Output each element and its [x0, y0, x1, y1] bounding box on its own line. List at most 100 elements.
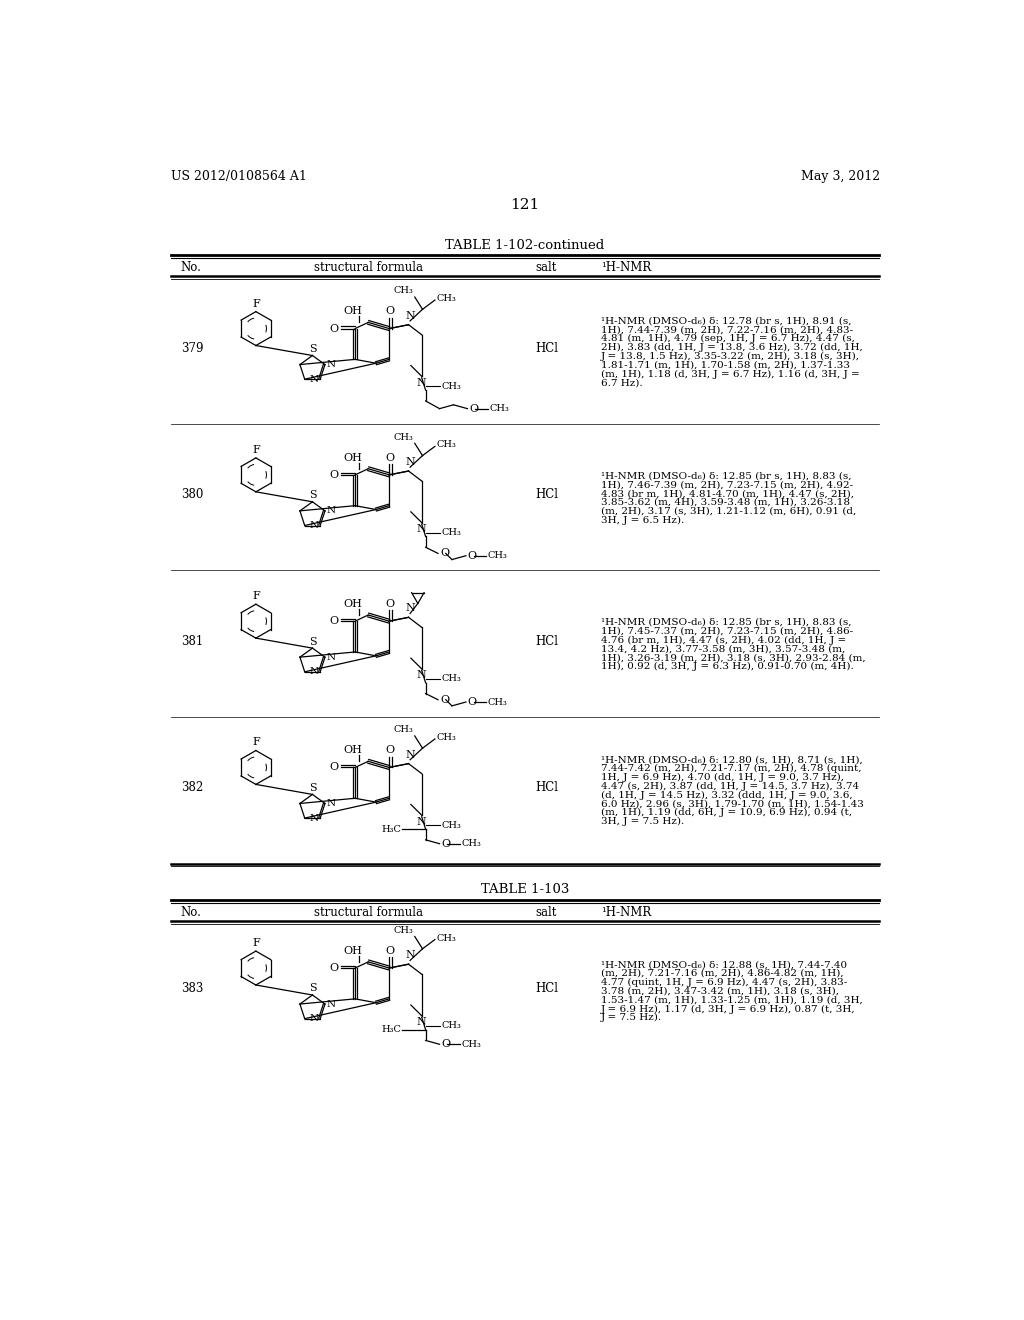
Text: 4.81 (m, 1H), 4.79 (sep, 1H, J = 6.7 Hz), 4.47 (s,: 4.81 (m, 1H), 4.79 (sep, 1H, J = 6.7 Hz)…	[601, 334, 855, 343]
Text: (m, 1H), 1.19 (dd, 6H, J = 10.9, 6.9 Hz), 0.94 (t,: (m, 1H), 1.19 (dd, 6H, J = 10.9, 6.9 Hz)…	[601, 808, 852, 817]
Text: 121: 121	[510, 198, 540, 213]
Text: O: O	[330, 323, 339, 334]
Text: O: O	[330, 470, 339, 480]
Text: (m, 1H), 1.18 (d, 3H, J = 6.7 Hz), 1.16 (d, 3H, J =: (m, 1H), 1.18 (d, 3H, J = 6.7 Hz), 1.16 …	[601, 370, 859, 379]
Text: CH₃: CH₃	[436, 733, 457, 742]
Text: ¹H-NMR (DMSO-d₆) δ: 12.78 (br s, 1H), 8.91 (s,: ¹H-NMR (DMSO-d₆) δ: 12.78 (br s, 1H), 8.…	[601, 317, 851, 325]
Text: OH: OH	[343, 599, 362, 609]
Text: H₃C: H₃C	[381, 1026, 400, 1034]
Text: 382: 382	[180, 781, 203, 795]
Text: S: S	[308, 983, 316, 994]
Text: 383: 383	[180, 982, 203, 994]
Text: 7.44-7.42 (m, 2H), 7.21-7.17 (m, 2H), 4.78 (quint,: 7.44-7.42 (m, 2H), 7.21-7.17 (m, 2H), 4.…	[601, 764, 861, 774]
Text: O: O	[330, 763, 339, 772]
Text: N: N	[417, 817, 427, 826]
Text: 4.47 (s, 2H), 3.87 (dd, 1H, J = 14.5, 3.7 Hz), 3.74: 4.47 (s, 2H), 3.87 (dd, 1H, J = 14.5, 3.…	[601, 781, 859, 791]
Text: O: O	[467, 697, 476, 708]
Text: 1H), 7.44-7.39 (m, 2H), 7.22-7.16 (m, 2H), 4.83-: 1H), 7.44-7.39 (m, 2H), 7.22-7.16 (m, 2H…	[601, 325, 853, 334]
Text: 3.85-3.62 (m, 4H), 3.59-3.48 (m, 1H), 3.26-3.18: 3.85-3.62 (m, 4H), 3.59-3.48 (m, 1H), 3.…	[601, 498, 850, 507]
Text: O: O	[442, 838, 451, 849]
Text: 3H, J = 6.5 Hz).: 3H, J = 6.5 Hz).	[601, 516, 684, 525]
Text: 4.76 (br m, 1H), 4.47 (s, 2H), 4.02 (dd, 1H, J =: 4.76 (br m, 1H), 4.47 (s, 2H), 4.02 (dd,…	[601, 635, 846, 644]
Text: CH₃: CH₃	[441, 675, 461, 684]
Text: (d, 1H, J = 14.5 Hz), 3.32 (ddd, 1H, J = 9.0, 3.6,: (d, 1H, J = 14.5 Hz), 3.32 (ddd, 1H, J =…	[601, 791, 852, 800]
Text: O: O	[467, 550, 476, 561]
Text: CH₃: CH₃	[436, 441, 457, 449]
Text: (m, 2H), 3.17 (s, 3H), 1.21-1.12 (m, 6H), 0.91 (d,: (m, 2H), 3.17 (s, 3H), 1.21-1.12 (m, 6H)…	[601, 507, 856, 516]
Text: CH₃: CH₃	[441, 381, 461, 391]
Text: N: N	[417, 1018, 427, 1027]
Text: N: N	[406, 950, 415, 961]
Text: ¹H-NMR (DMSO-d₆) δ: 12.80 (s, 1H), 8.71 (s, 1H),: ¹H-NMR (DMSO-d₆) δ: 12.80 (s, 1H), 8.71 …	[601, 755, 862, 764]
Text: ¹H-NMR: ¹H-NMR	[601, 261, 651, 273]
Text: N: N	[417, 524, 427, 535]
Text: OH: OH	[343, 945, 362, 956]
Text: CH₃: CH₃	[487, 697, 508, 706]
Text: CH₃: CH₃	[489, 404, 509, 413]
Text: J = 13.8, 1.5 Hz), 3.35-3.22 (m, 2H), 3.18 (s, 3H),: J = 13.8, 1.5 Hz), 3.35-3.22 (m, 2H), 3.…	[601, 351, 860, 360]
Text: O: O	[442, 1039, 451, 1049]
Text: 1H), 3.26-3.19 (m, 2H), 3.18 (s, 3H), 2.93-2.84 (m,: 1H), 3.26-3.19 (m, 2H), 3.18 (s, 3H), 2.…	[601, 653, 865, 663]
Text: N: N	[309, 375, 318, 384]
Text: O: O	[385, 306, 394, 317]
Text: HCl: HCl	[535, 982, 558, 994]
Text: 3.78 (m, 2H), 3.47-3.42 (m, 1H), 3.18 (s, 3H),: 3.78 (m, 2H), 3.47-3.42 (m, 1H), 3.18 (s…	[601, 987, 839, 995]
Text: 1.53-1.47 (m, 1H), 1.33-1.25 (m, 1H), 1.19 (d, 3H,: 1.53-1.47 (m, 1H), 1.33-1.25 (m, 1H), 1.…	[601, 995, 862, 1005]
Text: HCl: HCl	[535, 781, 558, 795]
Text: ¹H-NMR: ¹H-NMR	[601, 906, 651, 919]
Text: CH₃: CH₃	[487, 552, 508, 560]
Text: N: N	[309, 1014, 318, 1023]
Text: N: N	[327, 999, 336, 1008]
Text: N: N	[327, 507, 336, 515]
Text: HCl: HCl	[535, 488, 558, 502]
Text: O: O	[330, 964, 339, 973]
Text: May 3, 2012: May 3, 2012	[801, 170, 880, 183]
Text: N: N	[417, 378, 427, 388]
Text: F: F	[252, 939, 260, 948]
Text: 6.7 Hz).: 6.7 Hz).	[601, 379, 642, 387]
Text: 381: 381	[180, 635, 203, 648]
Text: TABLE 1-103: TABLE 1-103	[480, 883, 569, 896]
Text: N: N	[406, 457, 415, 467]
Text: CH₃: CH₃	[393, 286, 414, 296]
Text: J = 7.5 Hz).: J = 7.5 Hz).	[601, 1014, 662, 1023]
Text: S: S	[308, 783, 316, 793]
Text: N: N	[406, 603, 415, 614]
Text: N: N	[327, 652, 336, 661]
Text: O: O	[440, 548, 450, 558]
Text: O: O	[385, 453, 394, 462]
Text: 1H, J = 6.9 Hz), 4.70 (dd, 1H, J = 9.0, 3.7 Hz),: 1H, J = 6.9 Hz), 4.70 (dd, 1H, J = 9.0, …	[601, 774, 844, 781]
Text: 1H), 7.45-7.37 (m, 2H), 7.23-7.15 (m, 2H), 4.86-: 1H), 7.45-7.37 (m, 2H), 7.23-7.15 (m, 2H…	[601, 627, 853, 635]
Text: 1.81-1.71 (m, 1H), 1.70-1.58 (m, 2H), 1.37-1.33: 1.81-1.71 (m, 1H), 1.70-1.58 (m, 2H), 1.…	[601, 360, 850, 370]
Text: 380: 380	[180, 488, 203, 502]
Text: S: S	[308, 636, 316, 647]
Text: salt: salt	[536, 906, 557, 919]
Text: O: O	[330, 616, 339, 626]
Text: OH: OH	[343, 746, 362, 755]
Text: CH₃: CH₃	[441, 1022, 461, 1031]
Text: ¹H-NMR (DMSO-d₆) δ: 12.88 (s, 1H), 7.44-7.40: ¹H-NMR (DMSO-d₆) δ: 12.88 (s, 1H), 7.44-…	[601, 960, 847, 969]
Text: N: N	[406, 750, 415, 760]
Text: N: N	[309, 668, 318, 676]
Text: CH₃: CH₃	[393, 925, 414, 935]
Text: 1H), 7.46-7.39 (m, 2H), 7.23-7.15 (m, 2H), 4.92-: 1H), 7.46-7.39 (m, 2H), 7.23-7.15 (m, 2H…	[601, 480, 853, 490]
Text: N: N	[309, 521, 318, 531]
Text: S: S	[308, 490, 316, 500]
Text: N: N	[309, 813, 318, 822]
Text: N: N	[417, 671, 427, 680]
Text: 6.0 Hz), 2.96 (s, 3H), 1.79-1.70 (m, 1H), 1.54-1.43: 6.0 Hz), 2.96 (s, 3H), 1.79-1.70 (m, 1H)…	[601, 800, 863, 808]
Text: HCl: HCl	[535, 635, 558, 648]
Text: CH₃: CH₃	[436, 933, 457, 942]
Text: CH₃: CH₃	[441, 821, 461, 830]
Text: No.: No.	[180, 261, 202, 273]
Text: CH₃: CH₃	[393, 433, 414, 442]
Text: OH: OH	[343, 306, 362, 317]
Text: 2H), 3.83 (dd, 1H, J = 13.8, 3.6 Hz), 3.72 (dd, 1H,: 2H), 3.83 (dd, 1H, J = 13.8, 3.6 Hz), 3.…	[601, 343, 862, 352]
Text: J = 6.9 Hz), 1.17 (d, 3H, J = 6.9 Hz), 0.87 (t, 3H,: J = 6.9 Hz), 1.17 (d, 3H, J = 6.9 Hz), 0…	[601, 1005, 855, 1014]
Text: structural formula: structural formula	[313, 261, 423, 273]
Text: F: F	[252, 591, 260, 601]
Text: structural formula: structural formula	[313, 906, 423, 919]
Text: O: O	[440, 694, 450, 705]
Text: N: N	[327, 360, 336, 370]
Text: CH₃: CH₃	[441, 528, 461, 537]
